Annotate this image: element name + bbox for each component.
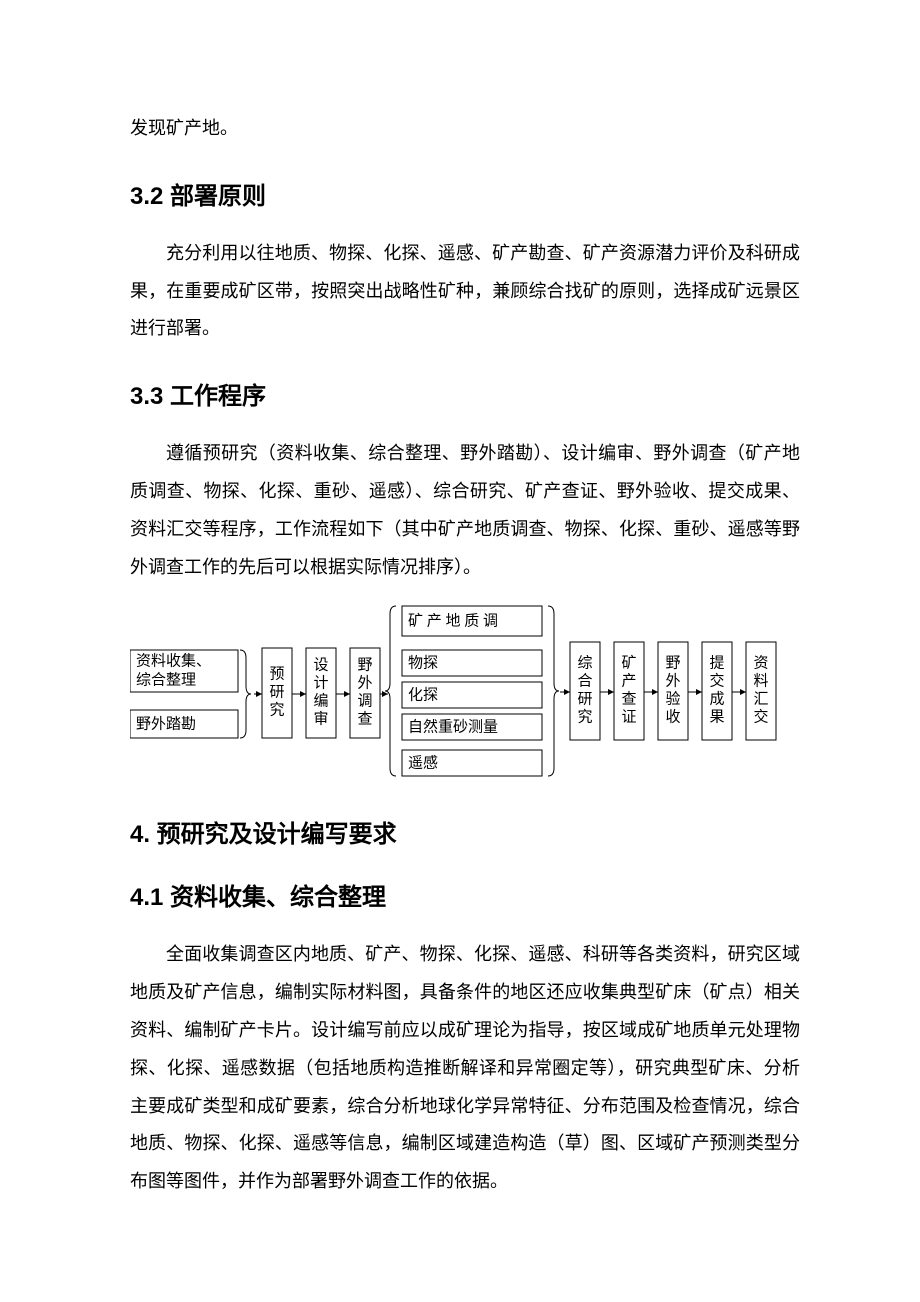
paragraph-3-3: 遵循预研究（资料收集、综合整理、野外踏勘）、设计编审、野外调查（矿产地质调查、物… bbox=[130, 435, 800, 586]
svg-text:收: 收 bbox=[665, 709, 680, 726]
svg-text:研: 研 bbox=[269, 685, 284, 701]
svg-text:资: 资 bbox=[753, 655, 768, 672]
svg-text:调: 调 bbox=[357, 693, 372, 710]
heading-3-2: 3.2 部署原则 bbox=[130, 176, 800, 211]
svg-text:预: 预 bbox=[269, 666, 284, 683]
svg-text:究: 究 bbox=[577, 709, 592, 726]
svg-text:矿 产 地 质 调: 矿 产 地 质 调 bbox=[408, 613, 498, 630]
paragraph-continuation: 发现矿产地。 bbox=[130, 110, 800, 148]
svg-text:计: 计 bbox=[313, 675, 328, 692]
svg-text:资料收集、: 资料收集、 bbox=[136, 653, 211, 670]
svg-text:交: 交 bbox=[753, 708, 768, 726]
svg-text:产: 产 bbox=[621, 673, 636, 690]
svg-text:野: 野 bbox=[357, 657, 372, 674]
paragraph-3-2: 充分利用以往地质、物探、化探、遥感、矿产勘查、矿产资源潜力评价及科研成果，在重要… bbox=[130, 235, 800, 348]
svg-text:验: 验 bbox=[665, 691, 680, 708]
svg-text:查: 查 bbox=[357, 711, 372, 728]
svg-text:化探: 化探 bbox=[408, 687, 438, 704]
document-page: 发现矿产地。 3.2 部署原则 充分利用以往地质、物探、化探、遥感、矿产勘查、矿… bbox=[0, 0, 920, 1302]
svg-text:果: 果 bbox=[709, 710, 724, 726]
svg-text:审: 审 bbox=[313, 711, 328, 728]
svg-text:汇: 汇 bbox=[753, 691, 768, 708]
svg-text:成: 成 bbox=[709, 691, 724, 708]
svg-text:外: 外 bbox=[357, 675, 372, 692]
heading-4-1: 4.1 资料收集、综合整理 bbox=[130, 877, 800, 912]
paragraph-4-1: 全面收集调查区内地质、矿产、物探、化探、遥感、科研等各类资料，研究区域地质及矿产… bbox=[130, 936, 800, 1201]
svg-text:设: 设 bbox=[313, 657, 328, 674]
svg-text:外: 外 bbox=[665, 673, 680, 690]
svg-text:合: 合 bbox=[577, 673, 592, 690]
svg-text:野外踏勘: 野外踏勘 bbox=[136, 716, 196, 733]
svg-text:自然重砂测量: 自然重砂测量 bbox=[408, 719, 498, 736]
heading-3-3: 3.3 工作程序 bbox=[130, 376, 800, 411]
svg-text:提: 提 bbox=[709, 655, 724, 672]
svg-text:料: 料 bbox=[753, 673, 768, 690]
svg-text:证: 证 bbox=[621, 709, 636, 726]
svg-text:综合整理: 综合整理 bbox=[136, 672, 196, 689]
svg-text:综: 综 bbox=[577, 655, 592, 672]
svg-text:交: 交 bbox=[709, 672, 724, 690]
heading-4: 4. 预研究及设计编写要求 bbox=[130, 814, 800, 849]
svg-text:查: 查 bbox=[621, 691, 636, 708]
svg-text:野: 野 bbox=[665, 655, 680, 672]
workflow-flowchart: 资料收集、综合整理野外踏勘预研究设计编审野外调查矿 产 地 质 调物探化探自然重… bbox=[130, 600, 800, 800]
flowchart-svg: 资料收集、综合整理野外踏勘预研究设计编审野外调查矿 产 地 质 调物探化探自然重… bbox=[130, 600, 810, 800]
svg-text:编: 编 bbox=[313, 693, 328, 710]
svg-text:遥感: 遥感 bbox=[408, 755, 438, 772]
svg-text:物探: 物探 bbox=[408, 655, 438, 672]
svg-text:研: 研 bbox=[577, 692, 592, 708]
svg-text:究: 究 bbox=[269, 702, 284, 719]
svg-text:矿: 矿 bbox=[621, 655, 636, 672]
